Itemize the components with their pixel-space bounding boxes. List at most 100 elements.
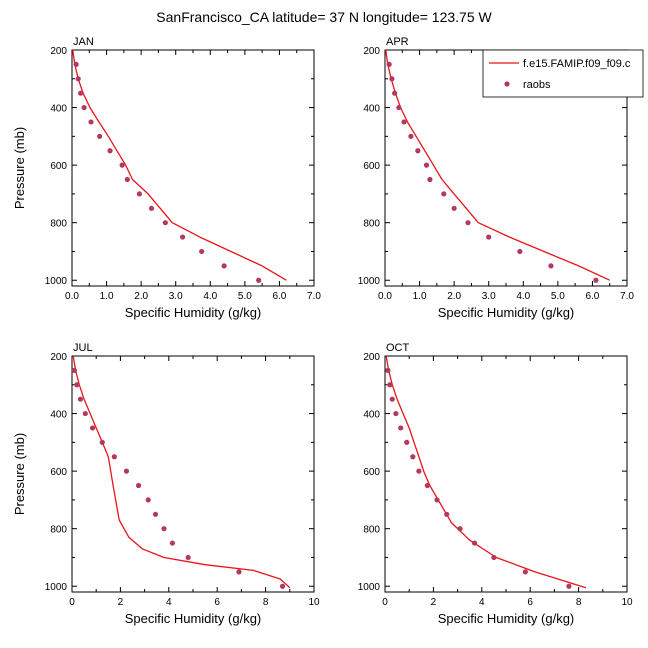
raobs-point-jan xyxy=(256,277,262,283)
x-tick-label-oct: 8 xyxy=(576,597,582,608)
y-tick-label-jan: 600 xyxy=(50,161,67,172)
raobs-point-jan xyxy=(199,248,205,255)
x-tick-label-oct: 2 xyxy=(431,597,437,608)
x-tick-label-oct: 0 xyxy=(382,597,388,608)
x-tick-label-jan: 2.0 xyxy=(134,291,148,302)
raobs-point-jan xyxy=(81,104,87,111)
raobs-point-oct xyxy=(416,468,422,474)
raobs-point-jul xyxy=(236,569,242,575)
x-axis-label-jul: Specific Humidity (g/kg) xyxy=(125,611,262,626)
y-tick-label-jul: 600 xyxy=(50,467,67,478)
x-tick-label-apr: 0.0 xyxy=(378,291,392,302)
y-tick-label-jul: 1000 xyxy=(45,582,68,593)
y-tick-label-jan: 400 xyxy=(50,104,67,115)
raobs-point-jan xyxy=(119,162,125,168)
raobs-point-jan xyxy=(148,205,155,211)
raobs-point-jul xyxy=(77,396,84,402)
raobs-point-jan xyxy=(97,133,103,139)
y-tick-label-apr: 800 xyxy=(363,219,380,230)
x-tick-label-jul: 6 xyxy=(214,597,220,608)
raobs-point-oct xyxy=(566,583,572,589)
y-tick-label-apr: 400 xyxy=(363,104,380,115)
y-tick-label-oct: 200 xyxy=(363,352,380,363)
x-tick-label-jan: 4.0 xyxy=(203,291,217,302)
x-tick-label-oct: 4 xyxy=(479,597,485,608)
raobs-point-oct xyxy=(491,554,497,561)
figure-title: SanFrancisco_CA latitude= 37 N longitude… xyxy=(156,9,492,25)
panel-jul: JUL 0 2 4 6 8 10 200 400 600 800 1000 Specific Humid… xyxy=(12,342,320,626)
raobs-point-jul xyxy=(99,439,105,445)
raobs-point-jul xyxy=(135,482,142,489)
raobs-point-oct xyxy=(424,482,430,489)
raobs-point-oct xyxy=(398,425,404,431)
raobs-point-apr xyxy=(396,104,402,111)
raobs-point-oct xyxy=(522,569,528,575)
raobs-point-apr xyxy=(486,234,492,240)
x-tick-label-jan: 5.0 xyxy=(238,291,252,302)
y-tick-label-oct: 400 xyxy=(363,410,380,421)
raobs-point-jul xyxy=(74,382,80,388)
y-tick-label-apr: 200 xyxy=(363,46,380,57)
raobs-point-apr xyxy=(548,263,554,269)
x-tick-label-apr: 5.0 xyxy=(551,291,565,302)
raobs-point-jan xyxy=(221,263,227,269)
raobs-point-oct xyxy=(389,396,395,402)
x-tick-label-apr: 6.0 xyxy=(585,291,599,302)
x-axis-label-jan: Specific Humidity (g/kg) xyxy=(125,305,262,320)
raobs-point-apr xyxy=(465,220,471,226)
raobs-point-apr xyxy=(415,148,421,154)
y-tick-label-jan: 800 xyxy=(50,219,67,230)
x-tick-label-oct: 10 xyxy=(621,597,633,608)
panel-title-oct: OCT xyxy=(386,342,410,354)
plot-frame-oct xyxy=(384,355,628,593)
raobs-point-jan xyxy=(78,90,84,96)
x-tick-label-jul: 10 xyxy=(308,597,320,608)
x-tick-label-jul: 0 xyxy=(69,597,75,608)
model-line-jan xyxy=(72,49,287,281)
raobs-point-jan xyxy=(88,119,94,125)
raobs-point-oct xyxy=(444,511,450,517)
raobs-point-jul xyxy=(185,554,191,561)
raobs-point-oct xyxy=(385,367,391,373)
raobs-point-oct xyxy=(457,526,463,532)
x-tick-label-apr: 3.0 xyxy=(482,291,496,302)
x-tick-label-jan: 3.0 xyxy=(169,291,183,302)
model-line-jul xyxy=(72,355,291,589)
y-tick-label-jul: 800 xyxy=(50,525,67,536)
raobs-point-oct xyxy=(471,540,478,546)
panel-title-jul: JUL xyxy=(73,342,93,354)
raobs-point-jan xyxy=(136,191,143,197)
x-tick-label-apr: 2.0 xyxy=(447,291,461,302)
raobs-point-oct xyxy=(410,454,416,460)
y-tick-label-jan: 1000 xyxy=(45,276,68,287)
x-axis-label-apr: Specific Humidity (g/kg) xyxy=(438,305,575,320)
raobs-point-apr xyxy=(423,162,430,168)
raobs-point-jul xyxy=(169,540,176,546)
model-line-apr xyxy=(385,49,610,281)
y-tick-label-jul: 200 xyxy=(50,352,67,363)
panel-title-jan: JAN xyxy=(73,36,94,48)
y-tick-label-oct: 600 xyxy=(363,467,380,478)
raobs-point-oct xyxy=(404,439,410,445)
raobs-point-apr xyxy=(392,90,398,96)
raobs-point-apr xyxy=(517,248,523,255)
x-tick-label-jan: 0.0 xyxy=(65,291,79,302)
raobs-point-apr xyxy=(401,119,407,125)
raobs-point-jul xyxy=(161,526,167,532)
legend-marker-swatch xyxy=(504,81,510,87)
raobs-point-apr xyxy=(389,76,395,82)
raobs-point-jan xyxy=(180,234,186,240)
y-tick-label-apr: 600 xyxy=(363,161,380,172)
panel-oct: OCT 0 2 4 6 8 10 200 400 600 800 1000 Specific Humid… xyxy=(358,342,633,626)
x-tick-label-jul: 8 xyxy=(263,597,269,608)
raobs-point-apr xyxy=(451,205,457,211)
y-tick-label-oct: 1000 xyxy=(358,582,381,593)
raobs-point-jul xyxy=(279,583,286,589)
raobs-point-oct xyxy=(393,410,399,417)
raobs-point-jul xyxy=(89,425,96,431)
panel-title-apr: APR xyxy=(386,36,409,48)
plot-frame-jan xyxy=(71,49,315,287)
